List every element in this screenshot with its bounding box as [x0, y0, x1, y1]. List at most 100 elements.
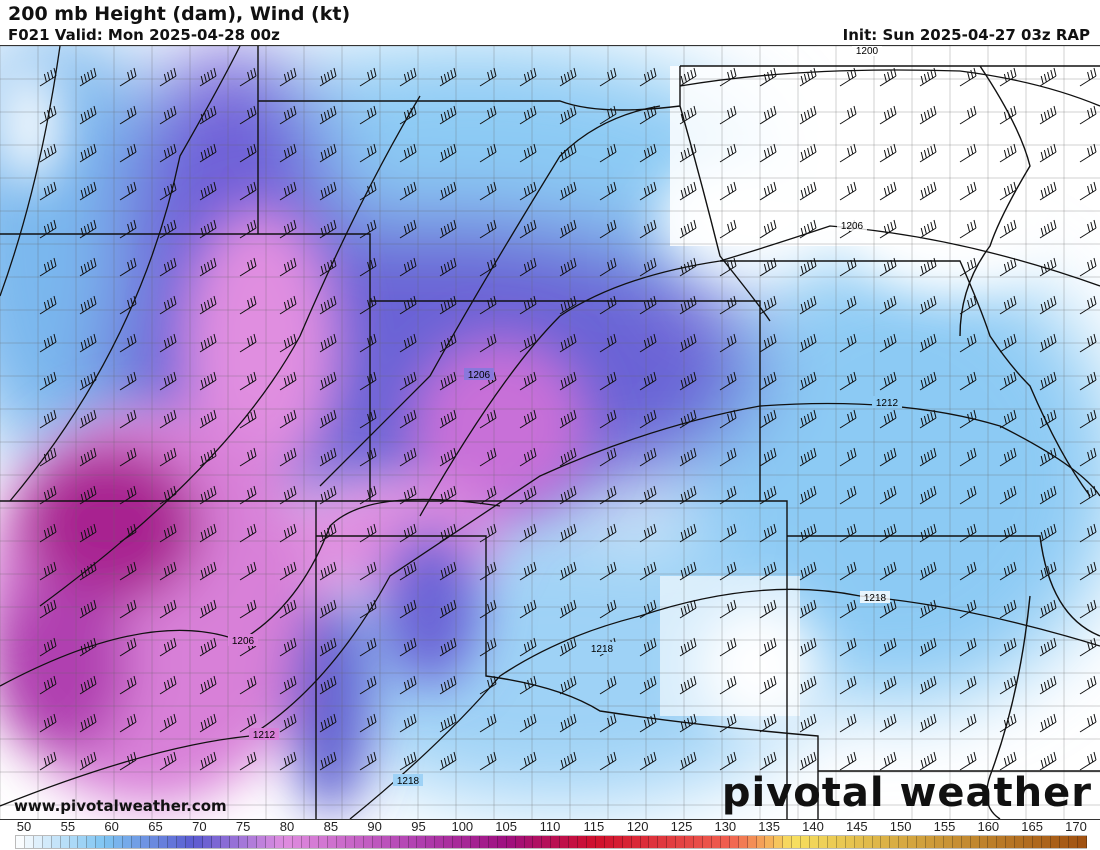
wind-barb — [319, 67, 337, 87]
pivotal-weather-logo: pivotal weather — [721, 770, 1092, 816]
wind-barb — [559, 751, 577, 771]
wind-barb — [239, 409, 257, 429]
wind-barb — [159, 295, 177, 315]
wind-barb — [199, 523, 217, 543]
wind-barb — [879, 409, 897, 429]
wind-speed-colorbar — [15, 835, 1087, 849]
wind-barb — [679, 371, 697, 391]
wind-barb — [519, 219, 537, 239]
wind-barb — [1079, 67, 1097, 87]
wind-barb — [439, 637, 457, 657]
colorbar-cell — [247, 836, 257, 848]
wind-barb — [639, 333, 657, 353]
wind-barb — [759, 295, 777, 315]
wind-barb — [199, 219, 217, 239]
wind-barb — [719, 219, 737, 239]
wind-barb — [1079, 409, 1097, 429]
wind-barb — [239, 561, 257, 581]
colorbar-cell — [970, 836, 980, 848]
wind-barb — [119, 485, 137, 505]
colorbar-cell — [426, 836, 436, 848]
colorbar-cell — [926, 836, 935, 848]
colorbar-cell — [274, 836, 284, 848]
wind-barb — [159, 637, 177, 657]
wind-barb — [1079, 295, 1097, 315]
wind-barb — [279, 561, 297, 581]
wind-barb — [959, 257, 977, 277]
colorbar-cell — [1068, 836, 1078, 848]
wind-barb — [1039, 599, 1057, 619]
colorbar-tick-label: 105 — [495, 819, 518, 834]
wind-barb — [959, 561, 977, 581]
wind-barb — [719, 105, 737, 125]
height-contours — [0, 46, 1100, 819]
colorbar-cell — [408, 836, 418, 848]
wind-barb — [1079, 713, 1097, 733]
colorbar-cell — [506, 836, 516, 848]
wind-barb — [399, 143, 417, 163]
wind-barb — [39, 675, 57, 695]
wind-barb — [439, 599, 457, 619]
wind-barb — [519, 67, 537, 87]
wind-barb — [639, 675, 657, 695]
wind-barb — [839, 105, 857, 125]
colorbar-cell — [1059, 836, 1069, 848]
wind-barb — [359, 105, 377, 125]
colorbar-tick-label: 85 — [323, 819, 339, 834]
wind-barb — [479, 143, 497, 163]
wind-barb — [719, 181, 737, 201]
wind-barb — [359, 333, 377, 353]
wind-barb — [399, 523, 417, 543]
wind-barb — [439, 143, 457, 163]
wind-barb — [719, 409, 737, 429]
colorbar-cell — [917, 836, 927, 848]
wind-barb — [239, 713, 257, 733]
wind-barb — [759, 485, 777, 505]
colorbar-cell — [792, 836, 802, 848]
colorbar-tick-label: 65 — [148, 819, 163, 834]
colorbar-cell — [720, 836, 730, 848]
wind-barb — [479, 637, 497, 657]
wind-barb — [79, 181, 97, 201]
colorbar-cell — [631, 836, 641, 848]
wind-barb — [999, 143, 1017, 163]
wind-barb — [39, 409, 57, 429]
wind-barb — [399, 371, 417, 391]
wind-barb — [599, 523, 617, 543]
colorbar-cell — [381, 836, 391, 848]
wind-barb — [679, 105, 697, 125]
weather-map[interactable]: 1200 1206 1206 1206 1212 1212 1218 1218 … — [0, 45, 1100, 820]
wind-barb — [839, 181, 857, 201]
colorbar-cell — [453, 836, 463, 848]
colorbar-cell — [185, 836, 195, 848]
wind-barb — [359, 219, 377, 239]
colorbar-cell — [587, 836, 596, 848]
wind-barb — [679, 333, 697, 353]
wind-barb — [239, 333, 257, 353]
wind-barb — [159, 257, 177, 277]
wind-barb — [119, 599, 137, 619]
wind-barb — [1079, 143, 1097, 163]
wind-barb — [679, 219, 697, 239]
wind-barb — [1079, 637, 1097, 657]
wind-barb — [279, 333, 297, 353]
wind-barb — [799, 447, 817, 467]
colorbar-cell — [943, 836, 953, 848]
colorbar-cell — [435, 836, 445, 848]
colorbar-cell — [256, 836, 266, 848]
wind-barb — [399, 561, 417, 581]
colorbar-tick-labels: 50 55 60 65 70 75 80 85 90 95 100 105 110 115 120 125 13… — [0, 819, 1100, 834]
wind-barb — [599, 599, 617, 619]
wind-barb — [519, 409, 537, 429]
wind-barb — [639, 523, 657, 543]
colorbar-tick-label: 160 — [977, 819, 1000, 834]
colorbar-cell — [908, 836, 918, 848]
wind-barb — [439, 409, 457, 429]
wind-barb — [39, 295, 57, 315]
wind-barb — [359, 257, 377, 277]
contour-label: 1218 — [864, 593, 887, 604]
wind-speed-shading — [0, 46, 1100, 819]
wind-barb — [799, 333, 817, 353]
wind-barb — [599, 675, 617, 695]
wind-barb — [839, 751, 857, 771]
